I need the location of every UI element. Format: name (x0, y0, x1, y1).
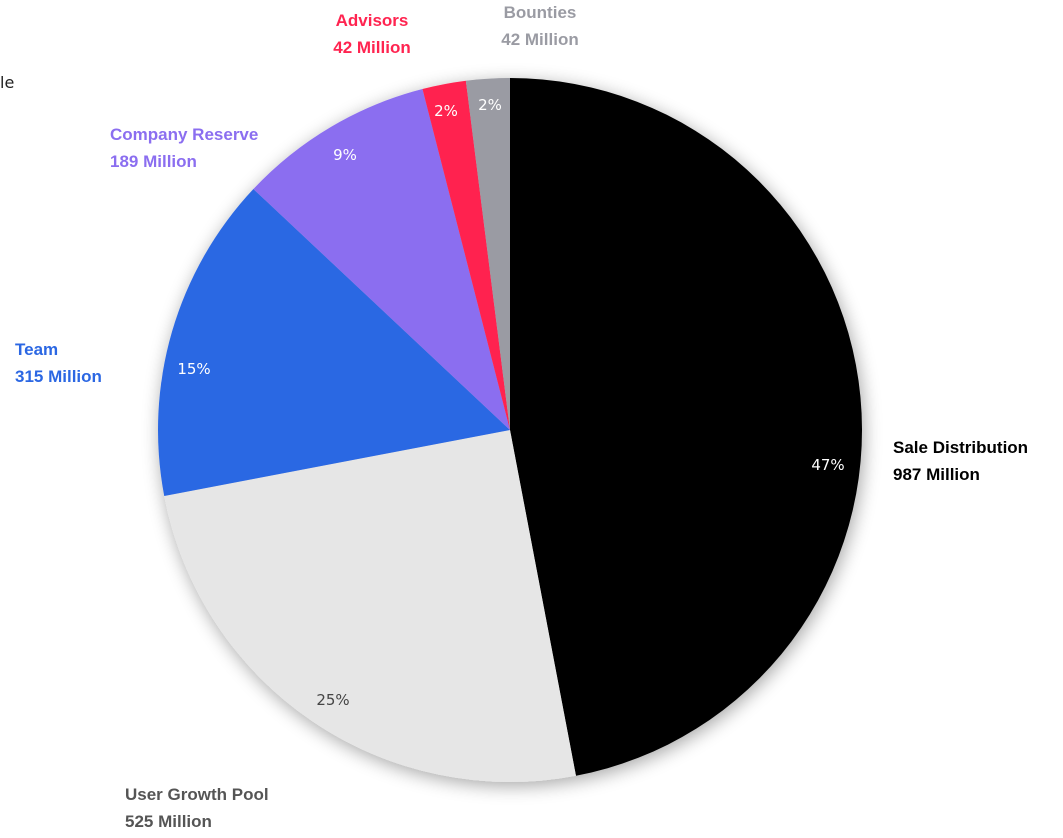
percent-label: 15% (177, 360, 210, 378)
slice-name-label: User Growth Pool (125, 785, 269, 804)
percent-label: 9% (333, 146, 357, 164)
slice-name-label: Advisors (336, 11, 409, 30)
slice-name-label: Bounties (504, 3, 577, 22)
slice-amount-label: 525 Million (125, 812, 212, 831)
slice-amount-label: 987 Million (893, 465, 980, 484)
percent-label: 2% (478, 96, 502, 114)
percent-label: 2% (434, 102, 458, 120)
slice-amount-label: 42 Million (333, 38, 410, 57)
pie-slices (158, 78, 863, 782)
slice-name-label: Team (15, 340, 58, 359)
percent-label: 25% (316, 691, 349, 709)
slice-amount-label: 315 Million (15, 367, 102, 386)
pie-slice-user-growth-pool (164, 430, 576, 782)
slice-labels: Sale Distribution 987 Million User Growth … (15, 3, 1028, 831)
slice-amount-label: 189 Million (110, 152, 197, 171)
pie-slice-bounties (465, 78, 510, 430)
slice-name-label: Sale Distribution (893, 438, 1028, 457)
slice-amount-label: 42 Million (501, 30, 578, 49)
pie-slice-sale-distribution (510, 78, 863, 776)
percent-label: 47% (811, 456, 844, 474)
percent-labels: 47% 25% 15% 9% 2% 2% (177, 96, 844, 709)
pie-slice-company-reserve (253, 89, 510, 431)
slice-name-label: Company Reserve (110, 125, 258, 144)
pie-slice-team (158, 189, 511, 496)
stray-text: le (0, 73, 15, 92)
pie-slice-advisors (422, 80, 510, 430)
